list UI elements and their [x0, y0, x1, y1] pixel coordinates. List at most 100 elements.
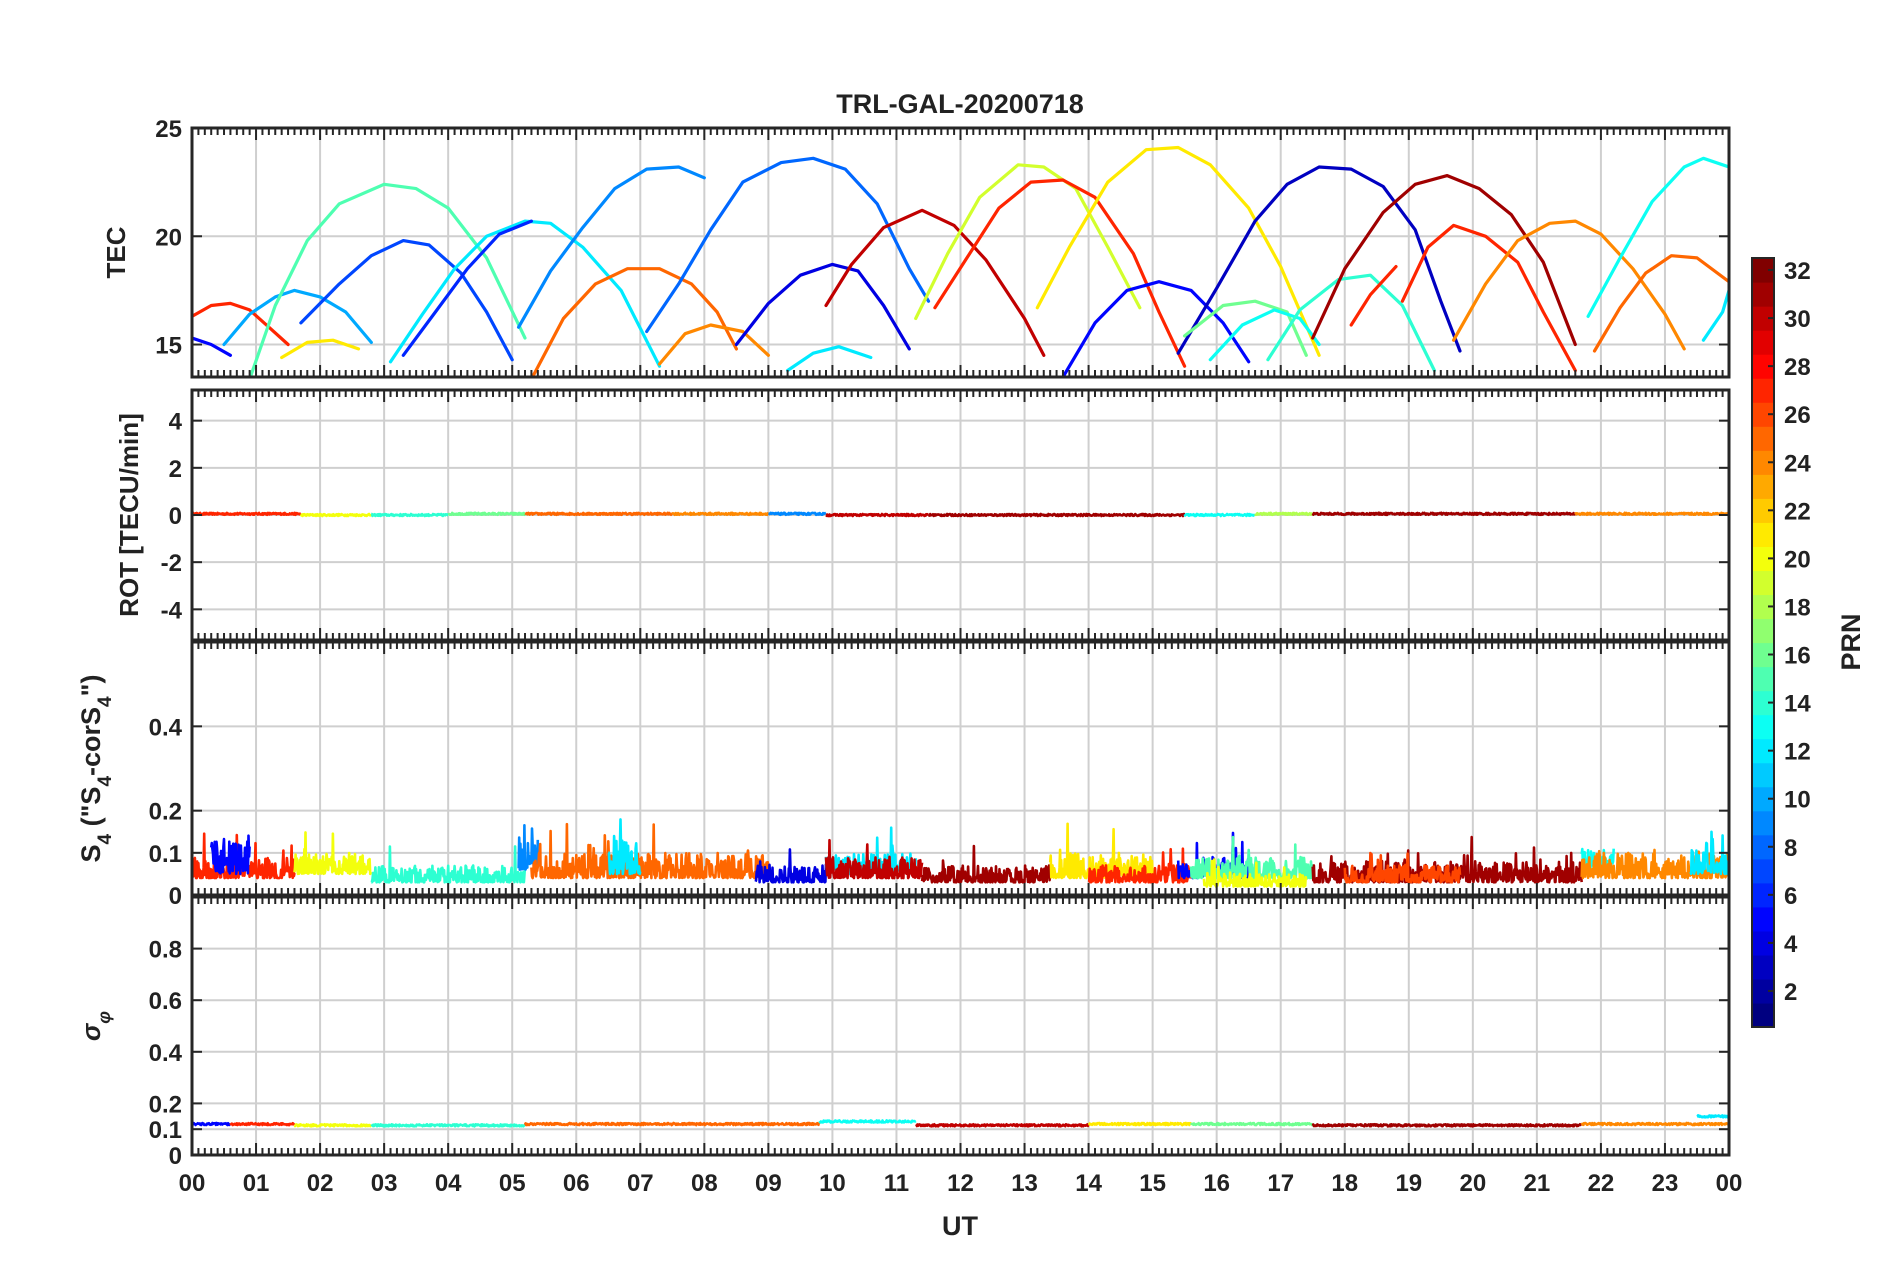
colorbar-swatch — [1752, 474, 1774, 499]
s4-series-prn-20 — [293, 831, 373, 876]
s4-series-prn-25 — [530, 822, 770, 880]
colorbar-swatch — [1752, 954, 1774, 980]
s4-series-prn-20 — [1202, 858, 1308, 888]
panel-tec-ytick-label: 15 — [155, 333, 182, 360]
colorbar-tick-label: 24 — [1784, 450, 1811, 477]
colorbar-tick-label: 26 — [1784, 402, 1811, 429]
colorbar-swatch — [1752, 810, 1774, 836]
tec-series-prn-27 — [1349, 265, 1398, 327]
colorbar-tick-label: 10 — [1784, 787, 1811, 814]
rot-series-prn-31 — [927, 512, 1186, 518]
tec-series-prn-4 — [734, 262, 911, 351]
panel-s4-ytick-label: 0.1 — [149, 841, 182, 868]
colorbar-tick-label: 28 — [1784, 354, 1811, 381]
tec-series-prn-10 — [222, 288, 373, 347]
colorbar-swatch — [1752, 594, 1774, 620]
tec-series-prn-31 — [1311, 174, 1577, 347]
x-tick-label: 01 — [243, 1170, 270, 1197]
x-tick-label: 18 — [1331, 1170, 1358, 1197]
tec-series-prn-3 — [1176, 165, 1462, 355]
rot-series-prn-27 — [192, 511, 302, 517]
s4-series-prn-27 — [1087, 847, 1193, 884]
s4-series-prn-12 — [607, 818, 642, 876]
panel-s4: 0 0.1 0.2 0.4 S4 ("S4-corS4") — [76, 640, 1731, 910]
s4-series-prn-4 — [754, 848, 828, 884]
colorbar-swatch — [1752, 690, 1774, 716]
colorbar-swatch — [1752, 330, 1774, 355]
x-tick-label: 14 — [1075, 1170, 1102, 1197]
panel-rot-ytick-label: -4 — [161, 597, 183, 624]
x-tick-label: 07 — [627, 1170, 654, 1197]
tec-series-prn-6 — [401, 219, 533, 357]
x-tick-label: 09 — [755, 1170, 782, 1197]
panel-tec-ylabel: TEC — [101, 226, 131, 278]
tec-series-prn-19 — [914, 163, 1142, 321]
colorbar-swatch — [1752, 834, 1774, 860]
colorbar-tick-label: 20 — [1784, 546, 1811, 573]
colorbar-swatch — [1752, 522, 1774, 547]
s4-series-prn-5 — [209, 834, 251, 876]
colorbar-swatch — [1752, 642, 1774, 668]
x-tick-label: 12 — [947, 1170, 974, 1197]
x-tick-label: 23 — [1652, 1170, 1679, 1197]
colorbar-tick-label: 18 — [1784, 594, 1811, 621]
panel-s4-ytick-label: 0.4 — [149, 714, 183, 741]
sigma-series-prn-20 — [293, 1123, 372, 1128]
colorbar-tick-label: 6 — [1784, 883, 1797, 910]
tec-series-prn-21 — [1035, 145, 1321, 357]
panel-sigma-data — [192, 1114, 1729, 1128]
x-tick-label: 21 — [1524, 1170, 1551, 1197]
tec-series-prn-5 — [192, 336, 232, 357]
s4-series-prn-31 — [920, 844, 1052, 884]
tec-series-prn-12 — [786, 345, 873, 373]
s4-series-prn-30 — [824, 838, 924, 880]
colorbar-swatch — [1752, 882, 1774, 908]
x-tick-label: 16 — [1203, 1170, 1230, 1197]
tec-series-prn-27 — [933, 178, 1187, 368]
panel-rot-ytick-label: 4 — [169, 409, 183, 436]
colorbar-swatch — [1752, 402, 1774, 427]
x-tick-label: 20 — [1459, 1170, 1486, 1197]
panel-sigma-ytick-label: 0.8 — [149, 937, 182, 964]
colorbar-tick-label: 16 — [1784, 643, 1811, 670]
x-tick-label: 22 — [1588, 1170, 1615, 1197]
tec-series-prn-7 — [299, 239, 514, 362]
rot-series-prn-14 — [370, 512, 449, 518]
x-tick-label: 11 — [884, 1170, 909, 1197]
colorbar-swatch — [1752, 1002, 1774, 1028]
colorbar-label: PRN — [1836, 613, 1866, 670]
x-tick-label: 17 — [1267, 1170, 1294, 1197]
x-tick-label: 03 — [371, 1170, 398, 1197]
panel-tec: 15 20 25 TEC — [101, 116, 1731, 379]
sigma-series-prn-13 — [818, 1119, 917, 1124]
sigma-series-prn-24 — [1580, 1121, 1729, 1127]
tec-series-prn-25 — [1592, 254, 1729, 353]
panel-rot-ytick-label: 0 — [169, 503, 182, 530]
colorbar-swatch — [1752, 906, 1774, 932]
panel-rot-ytick-label: -2 — [161, 550, 182, 577]
rot-series-prn-20 — [299, 512, 373, 518]
colorbar-tick-label: 8 — [1784, 835, 1797, 862]
s4-series-prn-26 — [1343, 851, 1462, 884]
rot-series-prn-18 — [1254, 511, 1314, 517]
tec-series-prn-5 — [1061, 280, 1251, 377]
tec-series-prn-14 — [1266, 273, 1436, 373]
panel-sigma: 00.10.2 0.4 0.6 0.8 σφ 00 01 02 03 04 05 06 07 08 09 10… — [76, 895, 1743, 1197]
s4-series-prn-14 — [370, 845, 527, 884]
panel-s4-ytick-label: 0 — [169, 883, 182, 910]
tec-series-prn-24 — [1452, 219, 1686, 351]
sigma-series-prn-30 — [914, 1123, 1090, 1128]
rot-series-prn-16 — [447, 511, 527, 517]
panel-sigma-ylabel: σφ — [76, 1011, 114, 1041]
colorbar-swatch — [1752, 738, 1774, 764]
x-tick-label: 00 — [1716, 1170, 1743, 1197]
colorbar-swatch — [1752, 570, 1774, 596]
tec-series-prn-27 — [1400, 223, 1577, 373]
tec-series-prn-8 — [645, 156, 931, 334]
colorbar-swatch — [1752, 546, 1774, 572]
colorbar-tick-label: 4 — [1784, 931, 1798, 958]
colorbar-swatch — [1752, 714, 1774, 740]
colorbar-tick-label: 2 — [1784, 979, 1797, 1006]
